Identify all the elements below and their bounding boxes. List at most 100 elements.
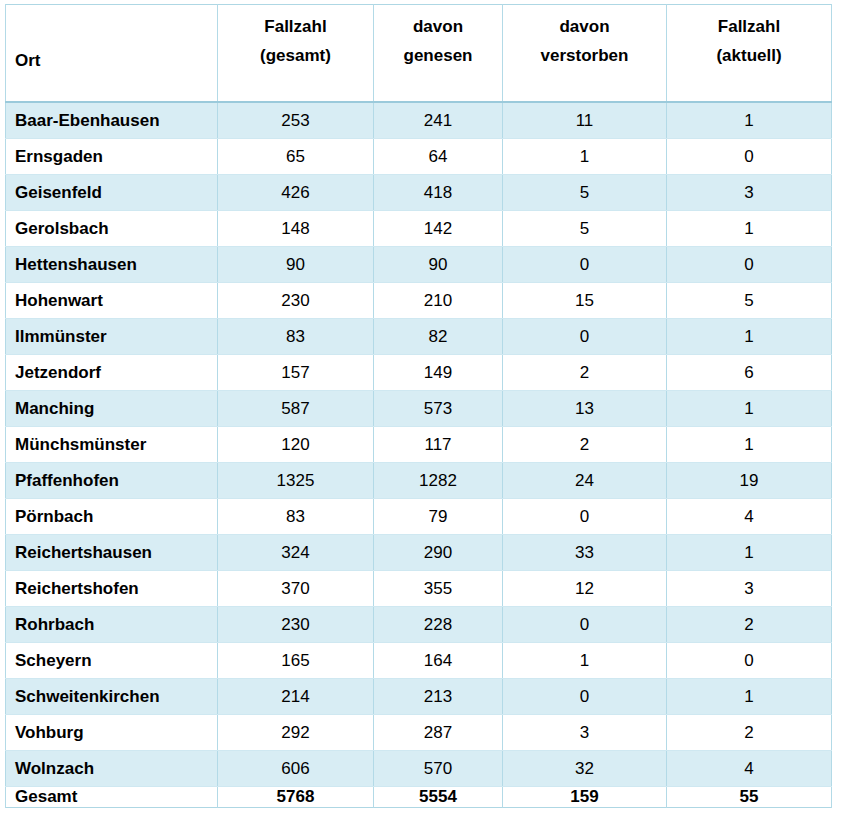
fallzahl-aktuell-cell: 19: [667, 463, 832, 499]
header-fallzahl-aktuell: Fallzahl (aktuell): [667, 5, 832, 103]
fallzahl-gesamt-cell: 90: [218, 247, 374, 283]
fallzahl-gesamt-cell: 148: [218, 211, 374, 247]
davon-verstorben-cell: 0: [503, 319, 667, 355]
table-row: Jetzendorf 157 149 2 6: [6, 355, 832, 391]
fallzahl-gesamt-cell: 214: [218, 679, 374, 715]
davon-verstorben-cell: 24: [503, 463, 667, 499]
fallzahl-gesamt-cell: 230: [218, 607, 374, 643]
header-fallzahl-gesamt: Fallzahl (gesamt): [218, 5, 374, 103]
davon-genesen-cell: 79: [374, 499, 503, 535]
davon-verstorben-cell: 11: [503, 102, 667, 139]
fallzahl-aktuell-cell: 5: [667, 283, 832, 319]
table-row: Reichertshausen 324 290 33 1: [6, 535, 832, 571]
total-davon-verstorben-cell: 159: [503, 787, 667, 808]
fallzahl-gesamt-cell: 324: [218, 535, 374, 571]
ort-cell: Münchsmünster: [6, 427, 218, 463]
fallzahl-aktuell-cell: 4: [667, 751, 832, 787]
davon-genesen-cell: 82: [374, 319, 503, 355]
ort-cell: Reichertshausen: [6, 535, 218, 571]
table-footer: Gesamt 5768 5554 159 55: [6, 787, 832, 808]
davon-genesen-cell: 570: [374, 751, 503, 787]
davon-genesen-cell: 90: [374, 247, 503, 283]
total-fallzahl-gesamt-cell: 5768: [218, 787, 374, 808]
covid-cases-table: Ort Fallzahl (gesamt) davon genesen davo…: [5, 4, 832, 808]
ort-cell: Geisenfeld: [6, 175, 218, 211]
davon-verstorben-cell: 5: [503, 211, 667, 247]
davon-genesen-cell: 1282: [374, 463, 503, 499]
davon-verstorben-cell: 2: [503, 355, 667, 391]
davon-verstorben-cell: 15: [503, 283, 667, 319]
ort-cell: Baar-Ebenhausen: [6, 102, 218, 139]
ort-cell: Pörnbach: [6, 499, 218, 535]
fallzahl-aktuell-cell: 1: [667, 535, 832, 571]
davon-genesen-cell: 418: [374, 175, 503, 211]
fallzahl-aktuell-cell: 1: [667, 679, 832, 715]
ort-cell: Scheyern: [6, 643, 218, 679]
davon-verstorben-cell: 0: [503, 247, 667, 283]
fallzahl-gesamt-cell: 253: [218, 102, 374, 139]
davon-genesen-cell: 290: [374, 535, 503, 571]
table-row: Hettenshausen 90 90 0 0: [6, 247, 832, 283]
ort-cell: Gerolsbach: [6, 211, 218, 247]
table-row: Geisenfeld 426 418 5 3: [6, 175, 832, 211]
fallzahl-gesamt-cell: 83: [218, 499, 374, 535]
table-row: Hohenwart 230 210 15 5: [6, 283, 832, 319]
fallzahl-gesamt-cell: 587: [218, 391, 374, 427]
davon-genesen-cell: 164: [374, 643, 503, 679]
table-row: Gerolsbach 148 142 5 1: [6, 211, 832, 247]
davon-verstorben-cell: 12: [503, 571, 667, 607]
table-row: Schweitenkirchen 214 213 0 1: [6, 679, 832, 715]
fallzahl-gesamt-cell: 120: [218, 427, 374, 463]
fallzahl-aktuell-cell: 1: [667, 319, 832, 355]
davon-genesen-cell: 287: [374, 715, 503, 751]
davon-genesen-cell: 228: [374, 607, 503, 643]
ort-cell: Reichertshofen: [6, 571, 218, 607]
ort-cell: Schweitenkirchen: [6, 679, 218, 715]
table-row: Scheyern 165 164 1 0: [6, 643, 832, 679]
davon-genesen-cell: 64: [374, 139, 503, 175]
table-row: Rohrbach 230 228 0 2: [6, 607, 832, 643]
fallzahl-aktuell-cell: 2: [667, 715, 832, 751]
davon-verstorben-cell: 13: [503, 391, 667, 427]
fallzahl-aktuell-cell: 3: [667, 175, 832, 211]
ort-cell: Vohburg: [6, 715, 218, 751]
fallzahl-gesamt-cell: 1325: [218, 463, 374, 499]
fallzahl-aktuell-cell: 0: [667, 139, 832, 175]
fallzahl-gesamt-cell: 426: [218, 175, 374, 211]
davon-genesen-cell: 149: [374, 355, 503, 391]
total-fallzahl-aktuell-cell: 55: [667, 787, 832, 808]
header-ort: Ort: [6, 5, 218, 103]
davon-verstorben-cell: 0: [503, 499, 667, 535]
davon-verstorben-cell: 5: [503, 175, 667, 211]
ort-cell: Hettenshausen: [6, 247, 218, 283]
davon-verstorben-cell: 32: [503, 751, 667, 787]
davon-genesen-cell: 573: [374, 391, 503, 427]
davon-verstorben-cell: 1: [503, 139, 667, 175]
fallzahl-gesamt-cell: 65: [218, 139, 374, 175]
header-ort-label: Ort: [15, 32, 217, 75]
fallzahl-aktuell-cell: 1: [667, 102, 832, 139]
ort-cell: Pfaffenhofen: [6, 463, 218, 499]
davon-genesen-cell: 213: [374, 679, 503, 715]
ort-cell: Ilmmünster: [6, 319, 218, 355]
davon-verstorben-cell: 3: [503, 715, 667, 751]
covid-cases-table-wrap: Ort Fallzahl (gesamt) davon genesen davo…: [5, 4, 832, 808]
total-ort-cell: Gesamt: [6, 787, 218, 808]
fallzahl-gesamt-cell: 370: [218, 571, 374, 607]
ort-cell: Jetzendorf: [6, 355, 218, 391]
davon-verstorben-cell: 0: [503, 607, 667, 643]
table-row: Baar-Ebenhausen 253 241 11 1: [6, 102, 832, 139]
table-body: Baar-Ebenhausen 253 241 11 1 Ernsgaden 6…: [6, 102, 832, 787]
table-row: Ilmmünster 83 82 0 1: [6, 319, 832, 355]
fallzahl-aktuell-cell: 0: [667, 247, 832, 283]
davon-verstorben-cell: 2: [503, 427, 667, 463]
table-row: Pörnbach 83 79 0 4: [6, 499, 832, 535]
davon-genesen-cell: 355: [374, 571, 503, 607]
total-row: Gesamt 5768 5554 159 55: [6, 787, 832, 808]
table-row: Manching 587 573 13 1: [6, 391, 832, 427]
fallzahl-aktuell-cell: 6: [667, 355, 832, 391]
davon-genesen-cell: 117: [374, 427, 503, 463]
table-row: Ernsgaden 65 64 1 0: [6, 139, 832, 175]
davon-verstorben-cell: 33: [503, 535, 667, 571]
davon-verstorben-cell: 1: [503, 643, 667, 679]
